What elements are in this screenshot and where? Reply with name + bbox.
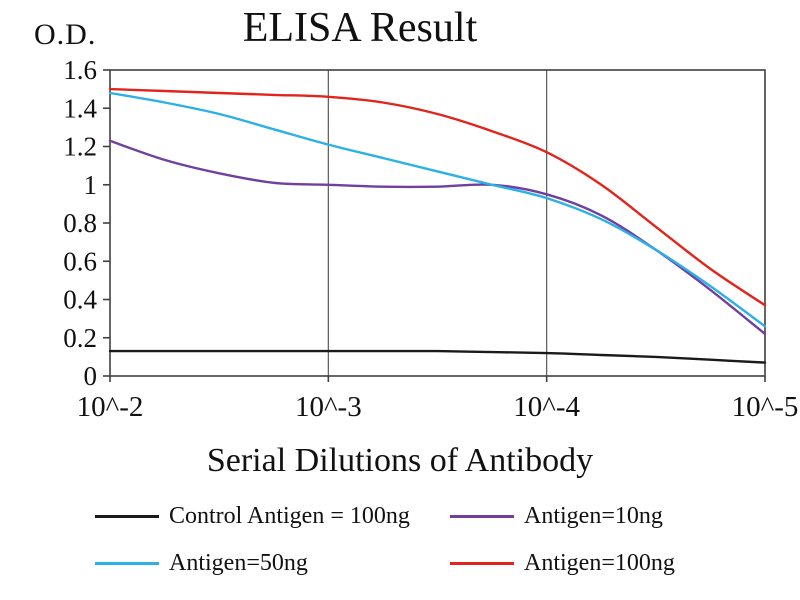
x-tick-label: 10^-5 — [732, 391, 799, 423]
x-tick-label: 10^-2 — [77, 391, 144, 423]
legend-line-swatch-cyan — [95, 562, 159, 565]
legend-line-swatch-black — [95, 515, 159, 518]
legend-label: Antigen=10ng — [524, 503, 663, 529]
y-tick-label: 1.4 — [63, 93, 97, 123]
legend-item-control-antigen-100ng: Control Antigen = 100ng — [40, 503, 430, 530]
y-tick-label: 1.2 — [63, 132, 97, 162]
y-tick-label: 1 — [84, 170, 98, 200]
legend-line-swatch-purple — [450, 515, 514, 518]
legend-label: Antigen=100ng — [524, 550, 675, 576]
legend-label: Antigen=50ng — [169, 550, 308, 576]
x-axis-title: Serial Dilutions of Antibody — [206, 442, 594, 479]
y-tick-label: 1.6 — [63, 58, 97, 85]
legend-item-antigen-100ng: Antigen=100ng — [430, 550, 760, 577]
legend-label: Control Antigen = 100ng — [169, 503, 410, 529]
plot-border — [109, 69, 766, 377]
legend-item-antigen-50ng: Antigen=50ng — [40, 550, 430, 577]
y-tick-label: 0 — [84, 361, 98, 391]
elisa-plot: 0 0.2 0.4 0.6 0.8 1 1.2 1.4 1.6 10^-2 10^-3 10^-4 10… — [63, 55, 799, 423]
plot-area: 0 0.2 0.4 0.6 0.8 1 1.2 1.4 1.6 10^-2 10^-3 10^-4 10… — [0, 55, 800, 430]
series-line-control-antigen-100ng — [108, 349, 767, 364]
y-tick-label: 0.8 — [63, 208, 97, 238]
legend-item-antigen-10ng: Antigen=10ng — [430, 503, 760, 530]
y-tick-label: 0.2 — [63, 323, 97, 353]
y-tick-label: 0.4 — [63, 285, 97, 315]
legend: Control Antigen = 100ng Antigen=10ng Ant… — [40, 503, 770, 577]
y-tick-label: 0.6 — [63, 246, 97, 276]
series-line-antigen-10ng — [108, 139, 767, 336]
x-tick-label: 10^-3 — [295, 391, 362, 423]
legend-line-swatch-red — [450, 562, 514, 565]
series-line-antigen-100ng — [108, 87, 767, 307]
chart-title: ELISA Result — [242, 5, 478, 51]
y-axis-title: O.D. — [34, 18, 97, 51]
x-tick-label: 10^-4 — [513, 391, 580, 423]
series-line-antigen-50ng — [108, 91, 767, 328]
